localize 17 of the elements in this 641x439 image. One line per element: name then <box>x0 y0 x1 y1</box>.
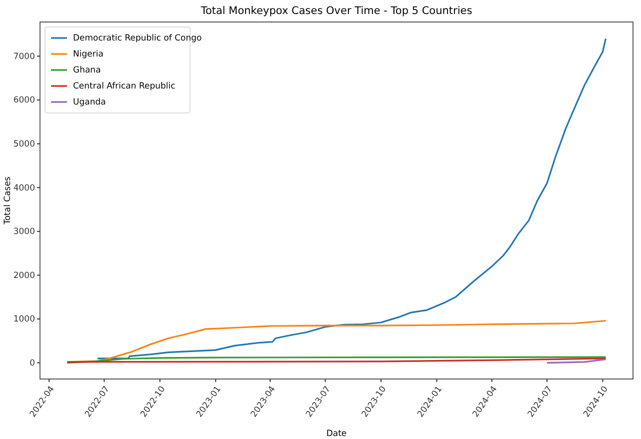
chart-title: Total Monkeypox Cases Over Time - Top 5 Countries <box>200 5 472 17</box>
x-axis-title: Date <box>326 429 347 439</box>
legend-label: Nigeria <box>73 50 104 60</box>
y-tick-label: 1000 <box>13 314 35 325</box>
y-tick-label: 3000 <box>13 227 35 238</box>
line-series <box>66 320 607 363</box>
y-tick-label: 4000 <box>13 183 35 194</box>
y-tick-label: 2000 <box>13 270 35 281</box>
y-tick-label: 5000 <box>13 139 35 150</box>
legend-label: Democratic Republic of Congo <box>73 34 202 44</box>
legend-label: Uganda <box>73 98 106 108</box>
y-tick-label: 7000 <box>13 52 35 62</box>
y-axis-title: Total Cases <box>3 176 13 226</box>
legend-label: Central African Republic <box>73 82 176 92</box>
legend-label: Ghana <box>73 66 101 76</box>
y-tick-label: 0 <box>30 358 35 369</box>
y-tick-label: 6000 <box>13 96 35 106</box>
